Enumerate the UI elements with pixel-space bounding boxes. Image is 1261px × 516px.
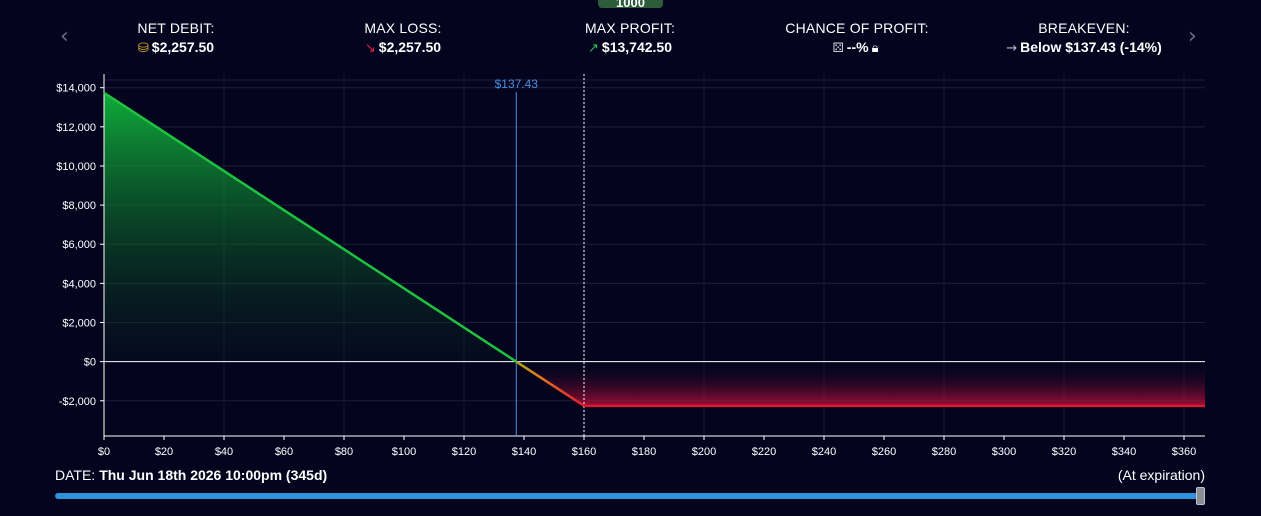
x-tick-label: $280 [932, 446, 956, 458]
breakeven-label: $137.43 [495, 77, 539, 91]
x-tick-label: $320 [1052, 446, 1076, 458]
breakeven-value-row: → Below $137.43 (-14%) [984, 38, 1184, 58]
breakeven-value: Below $137.43 (-14%) [1020, 39, 1162, 55]
arrow-up-right-icon: ↗ [588, 41, 599, 56]
x-tick-label: $300 [992, 446, 1016, 458]
y-tick-label: -$2,000 [59, 396, 96, 408]
x-tick-label: $20 [155, 446, 173, 458]
y-tick-label: $8,000 [62, 200, 96, 212]
x-tick-label: $360 [1172, 446, 1196, 458]
x-tick-label: $100 [392, 446, 416, 458]
chance-of-profit-value-row: ⚄ --% 🔒︎ [757, 38, 957, 58]
transition-line [515, 360, 585, 407]
breakeven-label: BREAKEVEN: [1038, 20, 1130, 36]
x-tick-label: $200 [692, 446, 716, 458]
net-debit-value-row: ⛁ $2,257.50 [76, 38, 276, 58]
max-loss-value-row: ↘ $2,257.50 [303, 38, 503, 58]
x-tick-label: $220 [752, 446, 776, 458]
chart-ticks: $14,000 $12,000 $10,000 $8,000 $6,000 $4,000 $… [56, 83, 1196, 458]
net-debit-stat: NET DEBIT: ⛁ $2,257.50 [76, 20, 276, 58]
x-tick-label: $40 [215, 446, 233, 458]
date-value: Thu Jun 18th 2026 10:00pm (345d) [99, 467, 328, 483]
chance-of-profit-value: --% [846, 39, 869, 55]
date-slider-track[interactable] [55, 493, 1198, 499]
x-tick-label: $340 [1112, 446, 1136, 458]
y-tick-label: $14,000 [56, 83, 96, 95]
dice-icon: ⚄ [832, 41, 844, 56]
top-badge: 1000 [598, 0, 663, 8]
x-tick-label: $80 [335, 446, 353, 458]
loss-area [516, 361, 1205, 406]
next-arrow-icon[interactable]: › [1188, 24, 1197, 49]
lock-icon[interactable]: 🔒︎ [871, 41, 879, 56]
chance-of-profit-label: CHANCE OF PROFIT: [785, 20, 929, 36]
date-row: DATE: Thu Jun 18th 2026 10:00pm (345d) (A… [55, 467, 1205, 483]
x-tick-label: $120 [452, 446, 476, 458]
x-tick-label: $180 [632, 446, 656, 458]
max-profit-label: MAX PROFIT: [584, 20, 676, 36]
max-loss-label: MAX LOSS: [364, 20, 442, 36]
y-tick-label: $12,000 [56, 122, 96, 134]
max-profit-value: $13,742.50 [601, 39, 672, 55]
net-debit-value: $2,257.50 [151, 39, 215, 55]
max-profit-stat: MAX PROFIT: ↗ $13,742.50 [530, 20, 730, 58]
coins-icon: ⛁ [137, 41, 149, 56]
x-tick-label: $260 [872, 446, 896, 458]
x-tick-label: $140 [512, 446, 536, 458]
arrow-down-right-icon: ↘ [364, 41, 376, 56]
net-debit-label: NET DEBIT: [137, 20, 215, 36]
x-tick-label: $60 [275, 446, 293, 458]
max-profit-value-row: ↗ $13,742.50 [530, 38, 730, 58]
breakeven-stat: BREAKEVEN: → Below $137.43 (-14%) [984, 20, 1184, 58]
y-tick-label: $2,000 [62, 318, 96, 330]
chart-lines: $137.43 [103, 74, 1205, 436]
y-tick-label: $10,000 [56, 161, 96, 173]
x-tick-label: $0 [98, 446, 110, 458]
chart-axes [103, 74, 1205, 437]
at-expiration-label: (At expiration) [1117, 467, 1205, 483]
prev-arrow-icon[interactable]: ‹ [60, 24, 69, 49]
chance-of-profit-stat: CHANCE OF PROFIT: ⚄ --% 🔒︎ [757, 20, 957, 58]
y-tick-label: $4,000 [62, 278, 96, 290]
date-label: DATE: [55, 467, 96, 483]
date-slider-handle[interactable] [1196, 487, 1205, 505]
x-tick-label: $240 [812, 446, 836, 458]
chart-fills [104, 92, 1205, 406]
profit-line [103, 91, 517, 363]
arrow-right-icon: → [1006, 41, 1018, 56]
x-tick-label: $160 [572, 446, 596, 458]
y-tick-label: $6,000 [62, 239, 96, 251]
max-loss-value: $2,257.50 [378, 39, 442, 55]
max-loss-stat: MAX LOSS: ↘ $2,257.50 [303, 20, 503, 58]
y-tick-label: $0 [84, 357, 96, 369]
